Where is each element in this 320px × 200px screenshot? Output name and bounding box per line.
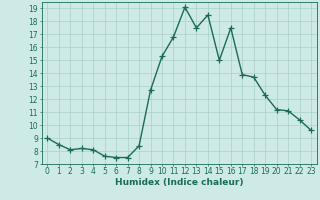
X-axis label: Humidex (Indice chaleur): Humidex (Indice chaleur) bbox=[115, 178, 244, 187]
